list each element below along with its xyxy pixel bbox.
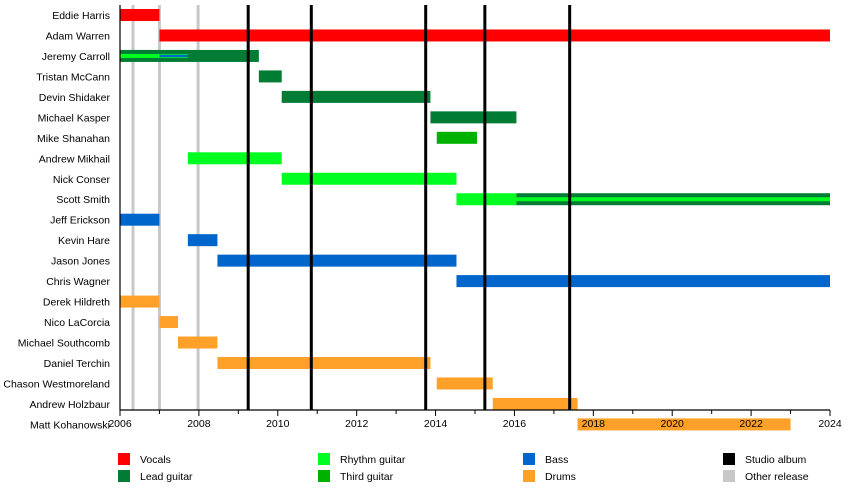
legend-swatch-bass bbox=[523, 453, 535, 465]
member-name-label: Nico LaCorcia bbox=[44, 317, 110, 329]
member-bar-vocals bbox=[159, 29, 830, 42]
member-name-label: Michael Kasper bbox=[38, 112, 111, 124]
member-name-label: Devin Shidaker bbox=[39, 92, 111, 104]
x-tick-label: 2010 bbox=[266, 418, 290, 430]
member-bar-drums bbox=[492, 397, 578, 410]
legend-label: Other release bbox=[745, 471, 809, 483]
member-name-label: Jeremy Carroll bbox=[42, 51, 110, 63]
member-bar-lead-guitar bbox=[258, 70, 282, 83]
member-name-label: Matt Kohanowski bbox=[30, 419, 110, 431]
member-name-label: Derek Hildreth bbox=[43, 297, 110, 309]
member-bar-bass bbox=[120, 213, 160, 226]
member-name-label: Jason Jones bbox=[51, 256, 110, 268]
member-name-label: Tristan McCann bbox=[36, 71, 110, 83]
legend-swatch-lead-guitar bbox=[118, 470, 130, 482]
member-name-label: Daniel Terchin bbox=[44, 358, 111, 370]
legend-label: Drums bbox=[545, 471, 576, 483]
x-tick-label: 2014 bbox=[424, 418, 448, 430]
legend-swatch-studio-album bbox=[723, 453, 735, 465]
legend-swatch-third-guitar bbox=[318, 470, 330, 482]
member-bar-bass bbox=[187, 234, 218, 247]
member-bar-lead-guitar bbox=[120, 49, 259, 62]
member-name-label: Andrew Mikhail bbox=[39, 153, 110, 165]
x-tick-label: 2006 bbox=[108, 418, 132, 430]
x-tick-label: 2020 bbox=[661, 418, 685, 430]
member-bar-rhythm-guitar bbox=[281, 172, 457, 185]
legend-label: Vocals bbox=[140, 454, 171, 466]
member-name-label: Nick Conser bbox=[53, 174, 111, 186]
member-name-label: Scott Smith bbox=[56, 194, 110, 206]
member-stripe-rhythm-guitar bbox=[516, 197, 830, 202]
x-tick-label: 2012 bbox=[345, 418, 369, 430]
member-name-label: Andrew Holzbaur bbox=[29, 399, 110, 411]
member-name-label: Mike Shanahan bbox=[37, 133, 110, 145]
member-bar-drums bbox=[177, 336, 218, 349]
member-bar-drums bbox=[120, 295, 160, 308]
member-name-label: Chason Westmoreland bbox=[3, 378, 110, 390]
member-bar-vocals bbox=[120, 9, 160, 21]
member-bar-drums bbox=[436, 377, 493, 390]
member-name-label: Michael Southcomb bbox=[18, 338, 110, 350]
member-name-label: Jeff Erickson bbox=[50, 215, 110, 227]
legend-label: Rhythm guitar bbox=[340, 454, 406, 466]
member-name-label: Kevin Hare bbox=[58, 235, 110, 247]
member-bar-drums bbox=[217, 356, 431, 369]
member-name-label: Adam Warren bbox=[46, 30, 111, 42]
member-name-label: Eddie Harris bbox=[52, 10, 110, 22]
legend-swatch-vocals bbox=[118, 453, 130, 465]
member-bar-rhythm-guitar bbox=[187, 152, 282, 165]
member-stripe-rhythm-guitar bbox=[120, 53, 188, 58]
x-tick-label: 2024 bbox=[818, 418, 842, 430]
legend-swatch-other-release bbox=[723, 470, 735, 482]
member-stripe-bass bbox=[159, 54, 188, 58]
legend-label: Third guitar bbox=[340, 471, 394, 483]
legend-label: Lead guitar bbox=[140, 471, 193, 483]
x-tick-label: 2018 bbox=[582, 418, 606, 430]
member-bar-bass bbox=[217, 254, 457, 267]
x-tick-label: 2022 bbox=[739, 418, 763, 430]
member-bar-lead-guitar bbox=[430, 111, 517, 124]
legend-swatch-drums bbox=[523, 470, 535, 482]
member-bar-drums bbox=[577, 418, 791, 431]
legend-label: Bass bbox=[545, 454, 568, 466]
member-name-label: Chris Wagner bbox=[46, 276, 110, 288]
legend-swatch-rhythm-guitar bbox=[318, 453, 330, 465]
member-bar-lead-guitar bbox=[281, 90, 431, 103]
legend-label: Studio album bbox=[745, 454, 807, 466]
x-tick-label: 2008 bbox=[187, 418, 211, 430]
x-tick-label: 2016 bbox=[503, 418, 527, 430]
member-bar-rhythm-guitar bbox=[456, 193, 517, 206]
member-bar-drums bbox=[159, 316, 178, 329]
member-bar-third-guitar bbox=[436, 131, 477, 144]
member-bar-bass bbox=[456, 275, 830, 288]
